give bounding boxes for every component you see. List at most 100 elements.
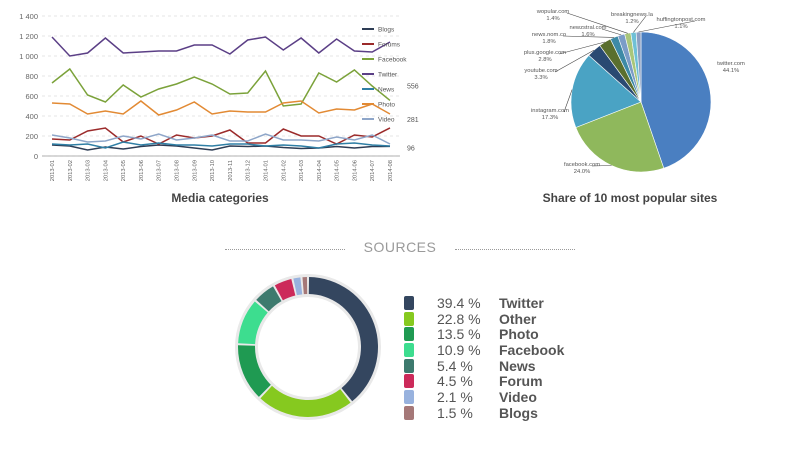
y-tick-label: 0 bbox=[34, 152, 38, 161]
leader-line bbox=[558, 41, 605, 55]
slice-label: facebook.com bbox=[564, 162, 600, 168]
slice-label: plus.google.com bbox=[524, 50, 566, 56]
x-tick-label: 2013-07 bbox=[157, 160, 163, 181]
x-tick-label: 2013-03 bbox=[86, 160, 92, 181]
x-tick-label: 2013-12 bbox=[246, 160, 252, 181]
pie-slice-twitter-com bbox=[640, 31, 712, 169]
legend-percent: 1.5 % bbox=[437, 404, 473, 421]
legend-swatch bbox=[404, 374, 414, 389]
donut-segment-photo bbox=[237, 345, 271, 397]
media-categories-title: Media categories bbox=[171, 191, 269, 205]
series-line-forums bbox=[51, 127, 391, 145]
end-value-label: 556 bbox=[407, 83, 419, 90]
slice-pct: 1.4% bbox=[546, 16, 559, 22]
series-line-news bbox=[51, 141, 391, 149]
donut-segment-news bbox=[256, 286, 282, 312]
end-value-label: 96 bbox=[407, 145, 415, 152]
donut-segment-blogs bbox=[302, 277, 308, 295]
media-categories-chart: 0 200 400 600 800 1 000 1 200 1 400 2013-01 2013-… bbox=[19, 12, 419, 181]
slice-pct: 17.3% bbox=[542, 115, 558, 121]
leader-line bbox=[633, 15, 647, 33]
leader-line bbox=[566, 12, 628, 34]
series-line-twitter bbox=[51, 36, 391, 57]
slice-label: instagram.com bbox=[531, 108, 569, 114]
slice-pct: 1.8% bbox=[542, 39, 555, 45]
y-tick-label: 1 200 bbox=[19, 32, 38, 41]
series-line-facebook bbox=[51, 67, 391, 107]
sources-heading: SOURCES bbox=[225, 239, 575, 255]
slice-pct: 3.3% bbox=[534, 75, 547, 81]
legend-label: Video bbox=[378, 117, 395, 124]
x-tick-label: 2013-06 bbox=[139, 160, 145, 181]
x-tick-label: 2014-02 bbox=[281, 160, 287, 181]
slice-pct: 1.1% bbox=[674, 24, 687, 30]
legend-label: Twitter bbox=[499, 295, 544, 311]
legend-label: Blogs bbox=[499, 404, 538, 421]
media-categories-panel: 0 200 400 600 800 1 000 1 200 1 400 2013-01 2013-… bbox=[0, 0, 420, 215]
slice-label: twitter.com bbox=[717, 61, 745, 67]
x-tick-label: 2014-04 bbox=[317, 159, 323, 181]
donut-segment-other bbox=[260, 385, 351, 418]
leader-line bbox=[638, 20, 696, 33]
x-tick-label: 2014-06 bbox=[352, 160, 358, 181]
legend-swatch bbox=[404, 311, 414, 326]
leader-line bbox=[563, 89, 573, 113]
pie-slice-facebook-com bbox=[575, 101, 665, 173]
x-tick-label: 2014-05 bbox=[335, 160, 341, 181]
legend-label: Facebook bbox=[499, 342, 565, 359]
slice-label: youtube.com bbox=[524, 68, 557, 74]
legend-label: Other bbox=[499, 310, 537, 327]
legend-swatch bbox=[404, 390, 414, 405]
slice-pct: 2.8% bbox=[538, 57, 551, 63]
x-tick-label: 2013-04 bbox=[103, 159, 109, 181]
legend-percent: 2.1 % bbox=[437, 389, 473, 406]
leader-line bbox=[591, 165, 612, 167]
legend-swatch bbox=[404, 327, 414, 342]
legend-label: Forum bbox=[499, 373, 543, 390]
legend-swatch bbox=[404, 296, 414, 310]
donut-segment-forum bbox=[274, 279, 296, 301]
pie-slice-instagram-com bbox=[570, 54, 642, 128]
legend-swatch bbox=[404, 405, 414, 420]
sources-donut-chart bbox=[235, 274, 381, 420]
y-tick-label: 800 bbox=[25, 72, 38, 81]
sources-panel: SOURCES 39.4 % Twitter 22.8 % Other 13.5 % Ph… bbox=[0, 235, 800, 456]
slice-label: newzstral.com bbox=[569, 25, 606, 31]
x-tick-label: 2013-05 bbox=[121, 160, 127, 181]
legend-label: News bbox=[378, 87, 395, 94]
legend-percent: 22.8 % bbox=[437, 310, 481, 327]
x-tick-label: 2013-10 bbox=[210, 160, 216, 181]
y-tick-label: 200 bbox=[25, 132, 38, 141]
legend-label: Blogs bbox=[378, 27, 395, 34]
legend-label: Forums bbox=[378, 42, 401, 49]
legend-label: Video bbox=[499, 389, 537, 406]
legend-swatch bbox=[404, 358, 414, 373]
legend-percent: 13.5 % bbox=[437, 326, 481, 343]
x-tick-label: 2014-07 bbox=[370, 160, 376, 181]
y-tick-label: 400 bbox=[25, 112, 38, 121]
legend-label: Photo bbox=[378, 102, 395, 109]
leader-line bbox=[562, 35, 615, 38]
slice-label: breakingnews.la bbox=[611, 12, 654, 18]
slice-label: huffingtonpost.com bbox=[657, 17, 706, 23]
donut-segment-twitter bbox=[308, 277, 379, 402]
legend-percent: 4.5 % bbox=[437, 373, 473, 390]
slice-pct: 1.2% bbox=[625, 19, 638, 25]
x-tick-label: 2013-09 bbox=[192, 160, 198, 181]
slice-pct: 24.0% bbox=[574, 169, 590, 175]
legend-label: Twitter bbox=[378, 72, 398, 79]
legend-percent: 10.9 % bbox=[437, 342, 481, 359]
x-tick-label: 2013-11 bbox=[228, 160, 234, 181]
y-tick-label: 1 400 bbox=[19, 12, 38, 21]
donut-segment-video bbox=[293, 277, 303, 296]
legend-label: Photo bbox=[499, 326, 539, 343]
x-tick-label: 2014-01 bbox=[263, 160, 269, 181]
popular-sites-panel: twitter.com 44.1% facebook.com 24.0% instagr… bbox=[485, 0, 800, 215]
y-tick-label: 1 000 bbox=[19, 52, 38, 61]
end-value-label: 281 bbox=[407, 117, 419, 124]
x-tick-label: 2014-08 bbox=[388, 160, 394, 181]
legend-percent: 5.4 % bbox=[437, 357, 473, 374]
x-tick-label: 2013-08 bbox=[175, 160, 181, 181]
x-tick-label: 2013-02 bbox=[68, 160, 74, 181]
